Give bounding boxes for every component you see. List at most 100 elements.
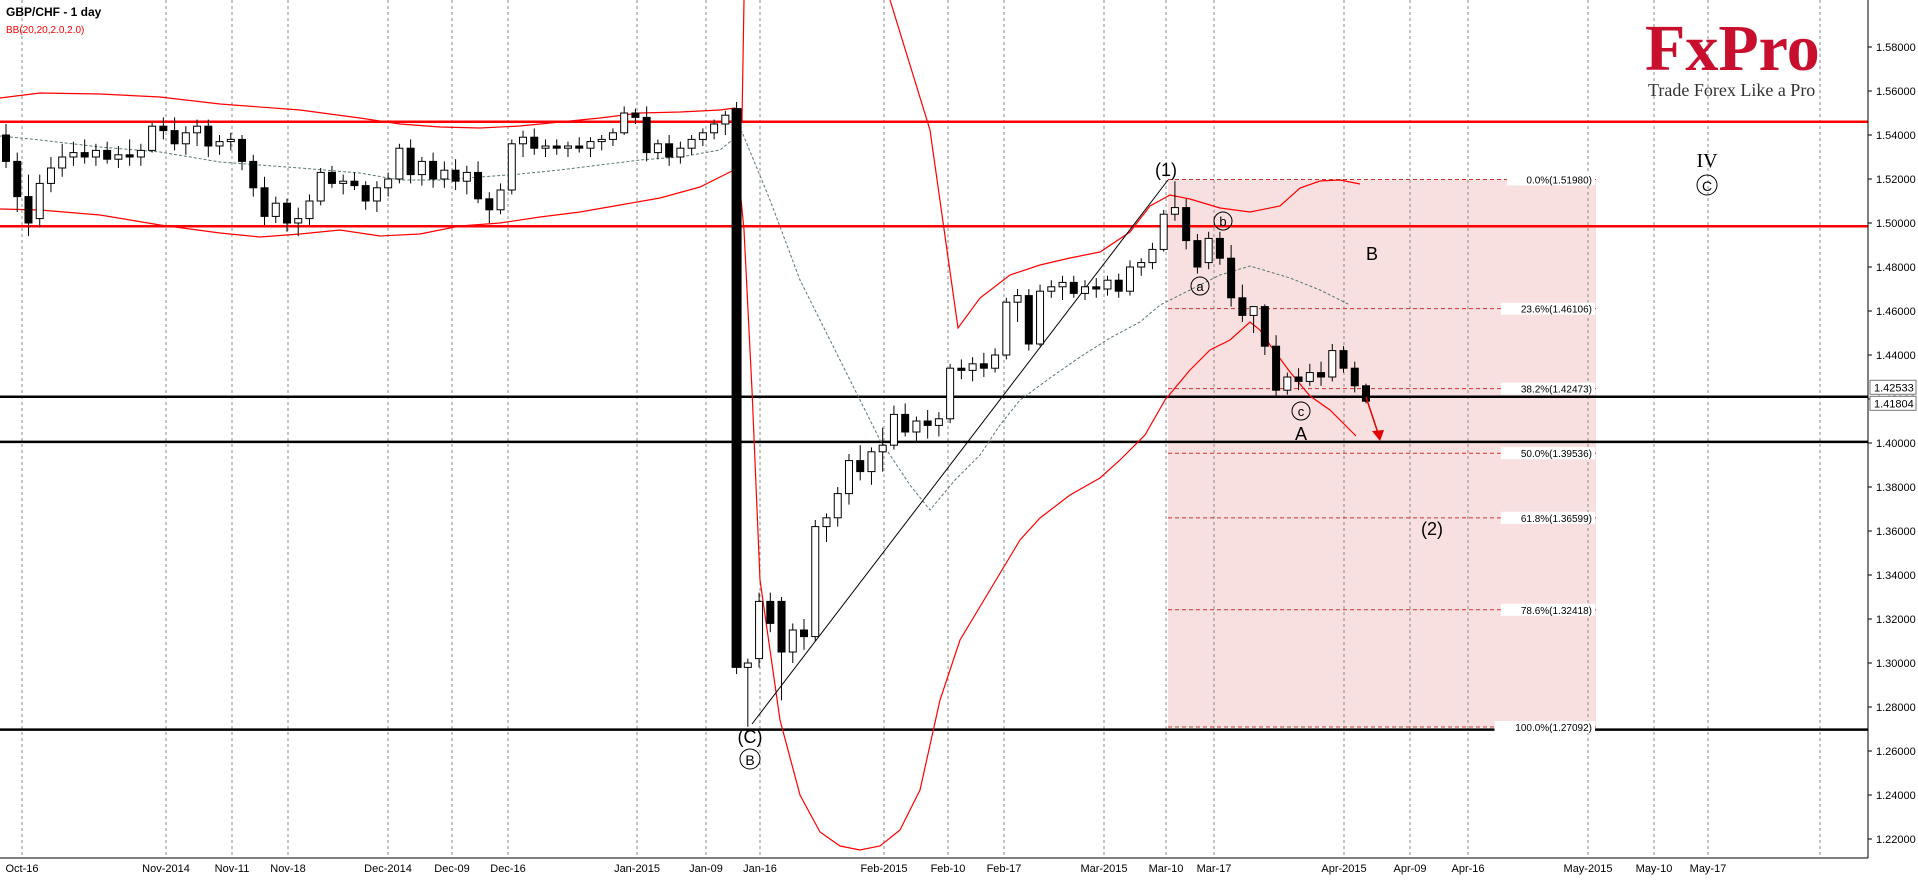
candle-body bbox=[1272, 345, 1281, 391]
candle-body bbox=[1294, 376, 1303, 382]
candle-body bbox=[575, 145, 584, 149]
candle-body bbox=[811, 526, 820, 638]
wave-label-C-circle: C bbox=[1702, 178, 1712, 194]
y-tick-label: 1.40000 bbox=[1876, 438, 1916, 450]
candle-body bbox=[103, 149, 112, 160]
fib-label-bg bbox=[1500, 382, 1595, 395]
candle-body bbox=[339, 180, 348, 184]
candle-body bbox=[519, 136, 528, 145]
x-tick-label: Mar-2015 bbox=[1080, 863, 1127, 875]
y-tick-label: 1.38000 bbox=[1876, 482, 1916, 494]
x-tick-label: Jan-2015 bbox=[614, 863, 660, 875]
candle-body bbox=[451, 169, 460, 182]
candle-body bbox=[833, 493, 842, 519]
bollinger-lower-band bbox=[0, 167, 1357, 851]
candle-body bbox=[1103, 279, 1112, 290]
candle-body bbox=[1227, 257, 1236, 299]
candle-body bbox=[485, 198, 494, 211]
candle-body bbox=[1215, 237, 1224, 259]
candle-body bbox=[1114, 279, 1123, 292]
candle-body bbox=[474, 171, 483, 200]
candle-body bbox=[327, 171, 336, 184]
candle-body bbox=[653, 143, 662, 154]
x-tick-label: Oct-16 bbox=[5, 863, 38, 875]
candle-body bbox=[788, 629, 797, 653]
candle-body bbox=[440, 169, 449, 180]
candle-body bbox=[114, 154, 123, 160]
candle-body bbox=[238, 138, 247, 162]
wave-circle-b-small bbox=[1213, 211, 1233, 231]
y-tick-label: 1.30000 bbox=[1876, 658, 1916, 670]
fib-level-label: 50.0%(1.39536) bbox=[1521, 449, 1592, 460]
y-tick-label: 1.36000 bbox=[1876, 526, 1916, 538]
candle-body bbox=[1204, 237, 1213, 264]
price-tag-label: 1.41804 bbox=[1874, 398, 1914, 410]
x-tick-label: Dec-09 bbox=[434, 863, 469, 875]
candle-body bbox=[912, 420, 921, 433]
trendline bbox=[751, 179, 1169, 725]
candle-body bbox=[743, 662, 752, 668]
candle-body bbox=[844, 460, 853, 495]
y-tick-label: 1.50000 bbox=[1876, 218, 1916, 230]
candle-body bbox=[631, 112, 640, 118]
candle-body bbox=[226, 138, 235, 143]
wave-circle-C bbox=[1696, 174, 1718, 196]
candle-body bbox=[1148, 248, 1157, 264]
wave-label-A: A bbox=[1295, 424, 1307, 444]
candle-body bbox=[350, 180, 359, 187]
candle-body bbox=[777, 600, 786, 653]
x-tick-label: Mar-10 bbox=[1149, 863, 1184, 875]
fib-level-label: 61.8%(1.36599) bbox=[1521, 514, 1592, 525]
x-tick-label: Mar-17 bbox=[1197, 863, 1232, 875]
candle-body bbox=[1170, 207, 1179, 215]
candle-body bbox=[181, 132, 190, 145]
x-tick-label: Dec-2014 bbox=[364, 863, 412, 875]
candle-body bbox=[620, 112, 629, 134]
candle-body bbox=[1238, 297, 1247, 316]
wave-circle-b-big bbox=[739, 748, 761, 770]
candle-body bbox=[384, 178, 393, 189]
candle-body bbox=[1081, 286, 1090, 294]
fib-level-label: 0.0%(1.51980) bbox=[1526, 175, 1592, 186]
candle-body bbox=[395, 147, 404, 180]
fib-label-bg bbox=[1500, 302, 1595, 315]
candle-body bbox=[1283, 376, 1292, 391]
candle-body bbox=[35, 182, 44, 220]
candle-body bbox=[878, 444, 887, 453]
candle-body bbox=[406, 147, 415, 176]
candle-body bbox=[462, 171, 471, 182]
candle-body bbox=[1013, 295, 1022, 303]
x-tick-label: May-2015 bbox=[1564, 863, 1613, 875]
y-tick-label: 1.44000 bbox=[1876, 350, 1916, 362]
candle-body bbox=[271, 202, 280, 217]
candle-body bbox=[665, 143, 674, 158]
candle-body bbox=[215, 141, 224, 147]
candle-body bbox=[1339, 350, 1348, 369]
y-tick-label: 1.24000 bbox=[1876, 790, 1916, 802]
projection-arrow-line bbox=[1365, 396, 1379, 434]
price-tag-box bbox=[1869, 379, 1917, 395]
candle-body bbox=[80, 152, 89, 158]
candle-body bbox=[1317, 372, 1326, 378]
candle-body bbox=[1125, 266, 1134, 292]
candle-body bbox=[642, 116, 651, 154]
candle-body bbox=[991, 354, 1000, 369]
candle-body bbox=[856, 460, 865, 473]
y-tick-label: 1.48000 bbox=[1876, 262, 1916, 274]
candle-body bbox=[676, 147, 685, 158]
candle-body bbox=[91, 149, 100, 158]
candle-body bbox=[1328, 350, 1337, 378]
candle-body bbox=[1092, 286, 1101, 290]
candle-body bbox=[46, 167, 55, 184]
wave-label-B: B bbox=[1366, 244, 1378, 264]
candle-body bbox=[148, 125, 157, 151]
candle-body bbox=[249, 160, 258, 189]
candle-body bbox=[316, 171, 325, 202]
candle-body bbox=[1058, 281, 1067, 288]
wave-circle-a-small bbox=[1190, 276, 1210, 296]
candle-body bbox=[687, 138, 696, 149]
x-tick-label: Feb-2015 bbox=[860, 863, 907, 875]
candle-body bbox=[429, 160, 438, 180]
wave-label-2: (2) bbox=[1421, 519, 1443, 539]
x-tick-label: Feb-10 bbox=[931, 863, 966, 875]
